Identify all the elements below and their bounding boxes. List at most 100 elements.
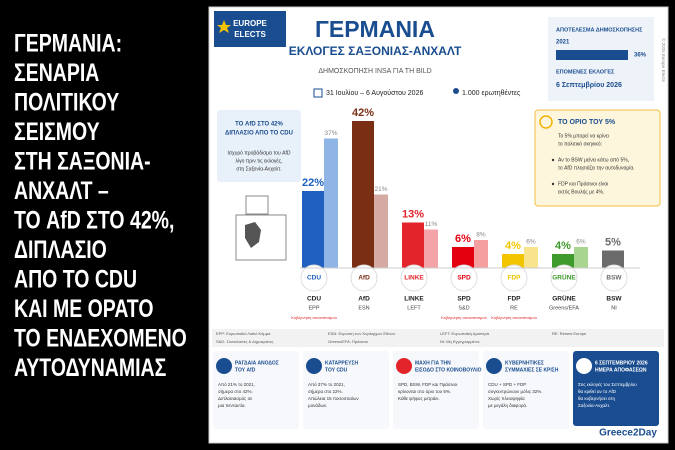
card-text: σήμερα στο 42%. bbox=[218, 388, 253, 394]
card-title: ΚΑΤΑΡΡΕΥΣΗ bbox=[325, 360, 358, 366]
party-logo bbox=[550, 264, 578, 292]
bar-poll bbox=[302, 191, 324, 268]
value-label: 6% bbox=[576, 239, 586, 246]
legend-note: S&D: Σοσιαλιστές & Δημοκράτες bbox=[216, 339, 274, 344]
party-logo-text: BSW bbox=[606, 275, 622, 282]
bar-poll bbox=[602, 250, 624, 268]
side-bar bbox=[556, 50, 628, 60]
people-icon bbox=[453, 88, 459, 94]
card-icon bbox=[486, 358, 502, 374]
value-label: 13% bbox=[402, 208, 424, 220]
card-icon bbox=[396, 358, 412, 374]
value-label: 22% bbox=[302, 177, 324, 189]
bulb-icon bbox=[539, 115, 553, 129]
side-heading: ΑΠΟΤΕΛΕΣΜΑ ΔΗΜΟΣΚΟΠΗΣΗΣ bbox=[556, 27, 643, 33]
brand: Greece2Day bbox=[599, 428, 657, 439]
callout-right bbox=[534, 109, 661, 207]
headline-line: ΑΥΤΟΔΥΝΑΜΙΑΣ bbox=[14, 354, 166, 382]
card-text: σήμερα στο 22%. bbox=[308, 388, 343, 394]
card bbox=[303, 351, 389, 429]
card-text: με μεγάλη διαφορά. bbox=[488, 402, 527, 408]
callout-text: λίγο πριν τις εκλογές, bbox=[236, 157, 283, 164]
side-next-heading: ΕΠΟΜΕΝΕΣ ΕΚΛΟΓΕΣ bbox=[556, 69, 615, 75]
card-text: Από 21% το 2021, bbox=[218, 381, 255, 387]
x-tick-label: BSW bbox=[606, 296, 622, 303]
group-label: LEFT bbox=[407, 305, 421, 311]
callout-title: ΤΟ AfD ΣΤΟ 42% bbox=[235, 122, 283, 128]
card-text: θα κριθεί αν το AfD bbox=[578, 389, 617, 394]
bar-2021 bbox=[524, 247, 538, 268]
card-text: θα κυβερνήσει στη bbox=[578, 395, 616, 401]
logo-text: ELECTS bbox=[234, 30, 266, 39]
x-tick-label: CDU bbox=[307, 296, 321, 303]
card-title: ΚΥΒΕΡΝΗΤΙΚΕΣ bbox=[505, 360, 544, 366]
headline-line: ΣΕΙΣΜΟΥ bbox=[14, 118, 100, 146]
value-label: 4% bbox=[555, 240, 571, 252]
value-label: 37% bbox=[324, 130, 337, 137]
value-label: 5% bbox=[605, 236, 621, 248]
value-label: 42% bbox=[352, 107, 374, 119]
bar-2021 bbox=[374, 194, 388, 268]
party-logo bbox=[400, 264, 428, 292]
value-label: 4% bbox=[505, 240, 521, 252]
card-text: Διπλασιασμός σε bbox=[218, 395, 252, 401]
card-text: Κάθε ψήφος μετράει. bbox=[398, 395, 440, 401]
legend-note: NI: Μη Εγγεγραμμένοι bbox=[440, 339, 480, 344]
bullet bbox=[551, 158, 555, 162]
value-label: 21% bbox=[374, 186, 387, 193]
party-logo-text: CDU bbox=[307, 275, 321, 282]
subtitle: ΕΚΛΟΓΕΣ ΣΑΞΟΝΙΑΣ-ΑΝΧΑΛΤ bbox=[289, 44, 462, 58]
legend-note: LEFT: Ευρωπαϊκή Αριστερά bbox=[440, 331, 490, 336]
card-text: CDU + SPD + FDP bbox=[488, 382, 526, 387]
card bbox=[483, 351, 569, 429]
x-tick-label: FDP bbox=[508, 296, 522, 303]
card-title: ΕΙΣΟΔΟ ΣΤΟ ΚΟΙΝΟΒΟΥΛΙΟ bbox=[415, 367, 482, 373]
party-logo-text: AfD bbox=[358, 275, 370, 282]
party-logo-text: SPD bbox=[457, 275, 471, 282]
source: ΔΗΜΟΣΚΟΠΗΣΗ INSA ΓΙΑ ΤΗ BILD bbox=[318, 68, 431, 75]
group-label: EPP bbox=[308, 305, 319, 311]
logo-star bbox=[217, 20, 231, 33]
x-tick-label: GRÜNE bbox=[552, 294, 576, 303]
bar-poll bbox=[452, 247, 474, 268]
ballot bbox=[245, 195, 269, 215]
headline-line: ΣΕΝΑΡΙΑ bbox=[14, 59, 99, 87]
map-icon bbox=[245, 222, 261, 248]
credit: © 2026 Europe Elects bbox=[661, 38, 667, 83]
calendar-icon bbox=[313, 88, 323, 98]
party-logo bbox=[600, 264, 628, 292]
callout-text: Το 5% μπορεί να κρίνει bbox=[558, 133, 609, 139]
card bbox=[573, 351, 659, 426]
bar-2021 bbox=[424, 229, 438, 268]
legend-note: RE: Renew Europe bbox=[552, 331, 587, 336]
value-label: 6% bbox=[455, 233, 471, 245]
dates: 31 Ιουλίου – 6 Αυγούστου 2026 bbox=[326, 89, 423, 97]
bullet bbox=[551, 182, 555, 186]
party-logo bbox=[350, 264, 378, 292]
callout-text: εκτός Βουλής με 4%. bbox=[558, 188, 604, 195]
card-icon bbox=[306, 358, 322, 374]
card bbox=[393, 351, 479, 429]
callout-text: το πολιτικό σκηνικό: bbox=[558, 140, 602, 147]
party-logo bbox=[300, 264, 328, 292]
party-logo bbox=[450, 264, 478, 292]
logo-text: EUROPE bbox=[233, 19, 267, 28]
callout-left bbox=[217, 110, 301, 182]
card-text: κρίνονται στο όριο του 5%. bbox=[398, 388, 451, 394]
side-value-label: 36% bbox=[634, 53, 647, 59]
callout-text: στη Σαξονία-Ανχαλτ. bbox=[236, 166, 281, 172]
bar-2021 bbox=[574, 247, 588, 268]
headline-line: ΓΕΡΜΑΝΙΑ: bbox=[14, 29, 122, 57]
card bbox=[213, 351, 299, 429]
card-text: Χωρίς πλειοψηφία bbox=[488, 396, 525, 401]
card-text: Σαξονία-Ανχαλτ. bbox=[578, 403, 610, 408]
bar-poll bbox=[502, 254, 524, 268]
callout-text: το AfD πλησιάζει την αυτοδυναμία. bbox=[558, 164, 635, 171]
group-label: RE bbox=[510, 305, 518, 311]
card-text: μονάδων. bbox=[308, 402, 327, 408]
x-tick-label: SPD bbox=[457, 296, 471, 303]
legend-note: Greens/EFA: Πράσινοι bbox=[328, 339, 368, 344]
bar-2021 bbox=[474, 240, 488, 268]
card-text: Στις εκλογές του Σεπτεμβρίου bbox=[578, 381, 637, 387]
